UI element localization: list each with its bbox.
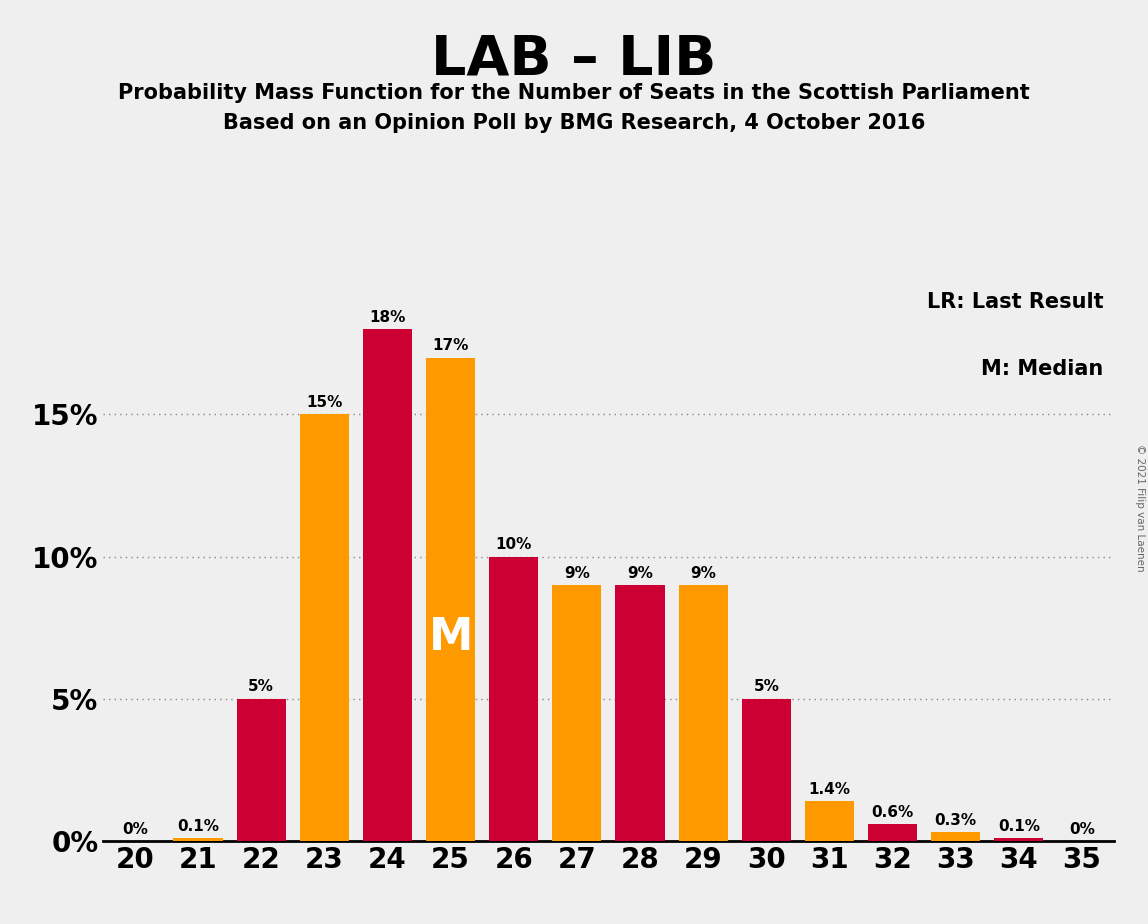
- Text: 1.4%: 1.4%: [808, 782, 851, 796]
- Bar: [868, 824, 917, 841]
- Text: 0%: 0%: [1069, 821, 1095, 836]
- Bar: [678, 585, 728, 841]
- Text: 0.1%: 0.1%: [177, 819, 219, 833]
- Text: 10%: 10%: [496, 537, 532, 553]
- Text: 9%: 9%: [690, 565, 716, 580]
- Text: 5%: 5%: [753, 679, 779, 695]
- Bar: [931, 833, 980, 841]
- Text: 9%: 9%: [627, 565, 653, 580]
- Text: M: Median: M: Median: [982, 359, 1103, 379]
- Text: 5%: 5%: [248, 679, 274, 695]
- Text: 0.3%: 0.3%: [934, 813, 977, 828]
- Bar: [742, 699, 791, 841]
- Bar: [236, 699, 286, 841]
- Text: Probability Mass Function for the Number of Seats in the Scottish Parliament: Probability Mass Function for the Number…: [118, 83, 1030, 103]
- Bar: [363, 329, 412, 841]
- Text: 17%: 17%: [433, 338, 468, 353]
- Text: 0%: 0%: [122, 821, 148, 836]
- Text: © 2021 Filip van Laenen: © 2021 Filip van Laenen: [1135, 444, 1145, 572]
- Bar: [552, 585, 602, 841]
- Text: M: M: [428, 616, 473, 660]
- Text: 18%: 18%: [370, 310, 405, 325]
- Text: 9%: 9%: [564, 565, 590, 580]
- Text: LR: LR: [680, 717, 727, 750]
- Text: 0.1%: 0.1%: [998, 819, 1040, 833]
- Bar: [300, 414, 349, 841]
- Text: Based on an Opinion Poll by BMG Research, 4 October 2016: Based on an Opinion Poll by BMG Research…: [223, 113, 925, 133]
- Text: 15%: 15%: [307, 395, 342, 410]
- Text: LR: Last Result: LR: Last Result: [926, 292, 1103, 312]
- Text: 0.6%: 0.6%: [871, 805, 914, 820]
- Bar: [994, 838, 1044, 841]
- Bar: [426, 358, 475, 841]
- Bar: [805, 801, 854, 841]
- Bar: [489, 556, 538, 841]
- Text: LAB – LIB: LAB – LIB: [432, 32, 716, 86]
- Bar: [615, 585, 665, 841]
- Bar: [173, 838, 223, 841]
